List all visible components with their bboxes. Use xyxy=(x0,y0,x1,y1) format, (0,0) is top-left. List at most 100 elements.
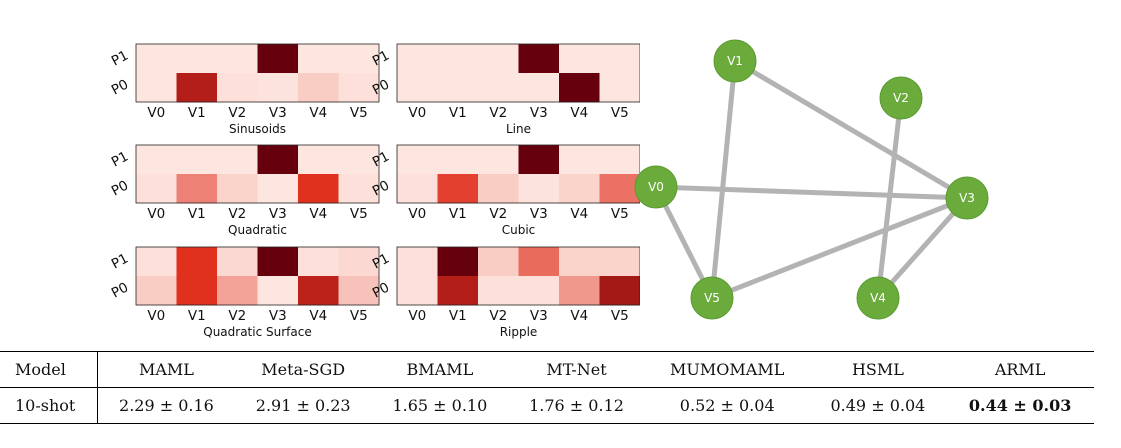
heatmap-col-label: V2 xyxy=(489,308,507,324)
heatmap-col-label: V4 xyxy=(309,105,327,121)
heatmap-cell xyxy=(298,73,339,103)
heatmap-col-label: V5 xyxy=(350,105,368,121)
table-cell: 1.65 ± 0.10 xyxy=(371,387,509,424)
heatmap-cell xyxy=(437,174,479,204)
heatmap-col-label: V2 xyxy=(228,308,246,324)
heatmap-cell xyxy=(176,145,218,175)
heatmap-cell xyxy=(217,276,258,306)
heatmap-cell xyxy=(559,44,600,74)
heatmap-cell xyxy=(599,174,640,204)
heatmap-col-label: V1 xyxy=(449,105,467,121)
table-header-cell: BMAML xyxy=(371,351,509,388)
heatmap-col-label: V5 xyxy=(350,206,368,222)
table-row: 10-shot 2.29 ± 0.16 2.91 ± 0.23 1.65 ± 0… xyxy=(0,387,1094,424)
heatmap-title: Ripple xyxy=(500,325,538,339)
table-cell: 0.52 ± 0.04 xyxy=(644,387,810,424)
heatmap-cell xyxy=(257,73,299,103)
graph-edge xyxy=(709,58,738,301)
table-header-cell: MT-Net xyxy=(508,351,645,388)
heatmap-row-label: P0 xyxy=(370,280,392,302)
graph-node xyxy=(634,165,678,209)
heatmap-col-label: V4 xyxy=(570,206,588,222)
heatmap-col-label: V5 xyxy=(350,308,368,324)
graph-node xyxy=(856,276,900,320)
heatmap-title: Quadratic xyxy=(228,223,287,237)
heatmap-cell xyxy=(478,174,519,204)
heatmap-cell xyxy=(478,145,519,175)
table-cell: 0.49 ± 0.04 xyxy=(809,387,947,424)
heatmap-cell xyxy=(599,145,640,175)
heatmap-cell xyxy=(217,44,258,74)
heatmap-col-label: V0 xyxy=(408,308,426,324)
table-header-cell: ARML xyxy=(946,351,1094,388)
heatmap-cell xyxy=(599,73,640,103)
heatmap-cell xyxy=(518,247,560,277)
heatmap-title: Sinusoids xyxy=(229,122,286,136)
heatmap-col-label: V2 xyxy=(489,105,507,121)
heatmap-cell xyxy=(136,145,177,175)
heatmap-col-label: V1 xyxy=(188,308,206,324)
graph-node-label: V1 xyxy=(727,54,743,68)
heatmap-cell xyxy=(518,174,560,204)
heatmap-row-label: P1 xyxy=(109,48,131,70)
heatmap-cell xyxy=(176,44,218,74)
heatmap-col-label: V3 xyxy=(269,105,287,121)
heatmap-cell xyxy=(559,276,600,306)
heatmap-cell xyxy=(338,73,380,103)
heatmap-cell xyxy=(397,145,438,175)
heatmap-cell xyxy=(217,73,258,103)
graph-node xyxy=(713,39,757,83)
heatmap-cell xyxy=(298,145,339,175)
heatmap-cell xyxy=(298,44,339,74)
heatmap-cell xyxy=(518,276,560,306)
heatmap-frame xyxy=(396,246,640,306)
graph-node xyxy=(690,276,734,320)
table-cell-best: 0.44 ± 0.03 xyxy=(946,387,1094,424)
heatmap-col-label: V0 xyxy=(147,206,165,222)
graph-node-label: V4 xyxy=(870,291,886,305)
heatmap-frame xyxy=(396,43,640,103)
heatmap-cell xyxy=(257,247,299,277)
heatmap-cell xyxy=(559,145,600,175)
heatmap-cell xyxy=(298,276,339,306)
heatmap-col-label: V1 xyxy=(449,206,467,222)
heatmap-cell xyxy=(437,276,479,306)
heatmap-cell xyxy=(257,44,299,74)
heatmap-col-label: V4 xyxy=(570,308,588,324)
heatmap-col-label: V0 xyxy=(147,105,165,121)
table-header-cell: HSML xyxy=(809,351,947,388)
table-header-cell: Model xyxy=(0,351,98,388)
table-cell: 2.29 ± 0.16 xyxy=(97,387,235,424)
heatmap-col-label: V3 xyxy=(269,206,287,222)
graph-node-label: V2 xyxy=(893,91,909,105)
heatmap-cell xyxy=(176,73,218,103)
heatmap-col-label: V0 xyxy=(408,105,426,121)
heatmap-col-label: V4 xyxy=(309,308,327,324)
heatmap-cell xyxy=(599,247,640,277)
heatmap-cell xyxy=(437,73,479,103)
heatmap-row-label: P0 xyxy=(370,178,392,200)
heatmap-row-label: P1 xyxy=(370,251,392,273)
heatmap-cell xyxy=(217,145,258,175)
graph-edge xyxy=(732,58,970,201)
heatmap-cell xyxy=(257,174,299,204)
table-cell: 2.91 ± 0.23 xyxy=(234,387,372,424)
graph-edge xyxy=(875,195,970,301)
heatmap-cell xyxy=(338,174,380,204)
heatmap-cell xyxy=(559,247,600,277)
heatmap-cell xyxy=(437,44,479,74)
heatmap-col-label: V0 xyxy=(408,206,426,222)
heatmap-frame xyxy=(135,246,380,306)
graph-edge xyxy=(653,184,970,201)
heatmap-cell xyxy=(136,247,177,277)
heatmap-col-label: V5 xyxy=(611,105,629,121)
heatmap-col-label: V0 xyxy=(147,308,165,324)
heatmap-row-label: P0 xyxy=(109,77,131,99)
heatmap-cell xyxy=(559,73,600,103)
heatmap-title: Quadratic Surface xyxy=(203,325,311,339)
heatmap-cell xyxy=(397,276,438,306)
heatmap-title: Line xyxy=(506,122,531,136)
heatmap-col-label: V5 xyxy=(611,206,629,222)
heatmap-cell xyxy=(599,44,640,74)
heatmap-panel: P1 P0 V0 V1 V2 V3 V4 V5 Line xyxy=(370,43,640,136)
